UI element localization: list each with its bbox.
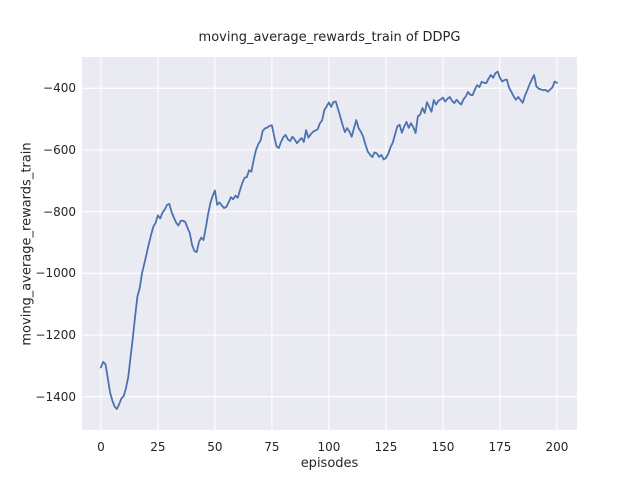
x-tick-label: 100 <box>317 440 341 454</box>
y-axis-label: moving_average_rewards_train <box>19 142 35 346</box>
line-series-moving-average-rewards-train <box>100 70 558 410</box>
y-tick-label: −400 <box>43 81 76 96</box>
y-tick-label: −1000 <box>35 266 76 281</box>
x-tick-label: 125 <box>374 440 398 454</box>
x-tick-label: 25 <box>150 440 166 454</box>
y-tick-label: −1400 <box>35 389 76 404</box>
x-tick-label: 0 <box>97 440 105 454</box>
y-tick-label: −1200 <box>35 328 76 342</box>
x-tick-label: 50 <box>207 440 223 454</box>
axes-background <box>82 57 577 430</box>
y-tick-label: −600 <box>43 142 76 157</box>
x-tick-label: 200 <box>545 440 569 454</box>
chart-title: moving_average_rewards_train of DDPG <box>198 30 461 45</box>
x-tick-label: 150 <box>431 440 455 454</box>
x-tick-label: 75 <box>264 440 280 454</box>
x-tick-label: 175 <box>488 440 512 454</box>
y-tick-label: −800 <box>43 204 76 219</box>
x-axis-label: episodes <box>300 456 359 471</box>
